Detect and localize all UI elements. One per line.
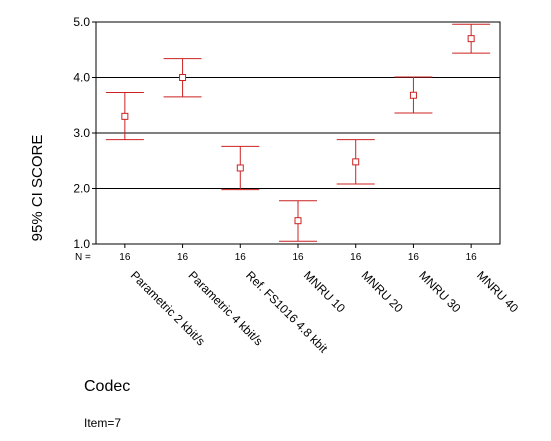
y-tick-label-1: 2.0 [73,182,90,196]
item-note: Item=7 [84,416,122,430]
mean-marker-3 [294,217,302,225]
y-tick-label-3: 4.0 [73,71,90,85]
x-category-label-6: MNRU 40 [474,268,521,315]
y-axis-label: 95% CI SCORE [29,135,46,242]
y-tick-label-4: 5.0 [73,15,90,29]
n-value-3: 16 [292,252,304,263]
y-tick-label-2: 3.0 [73,126,90,140]
n-value-6: 16 [466,252,478,263]
n-value-2: 16 [235,252,247,263]
mean-marker-6 [467,35,475,43]
n-label: N = [75,252,91,263]
mean-marker-2 [236,164,244,172]
mean-marker-0 [121,112,129,120]
x-category-label-4: MNRU 20 [359,268,406,315]
y-tick-label-0: 1.0 [73,237,90,251]
x-axis-label: Codec [84,378,131,395]
mean-marker-5 [409,91,417,99]
n-value-5: 16 [408,252,420,263]
n-value-4: 16 [350,252,362,263]
x-category-label-3: MNRU 10 [301,268,348,315]
n-value-0: 16 [119,252,131,263]
x-category-label-5: MNRU 30 [416,268,463,315]
n-value-1: 16 [177,252,189,263]
mean-marker-1 [179,74,187,81]
mean-marker-4 [352,158,360,166]
